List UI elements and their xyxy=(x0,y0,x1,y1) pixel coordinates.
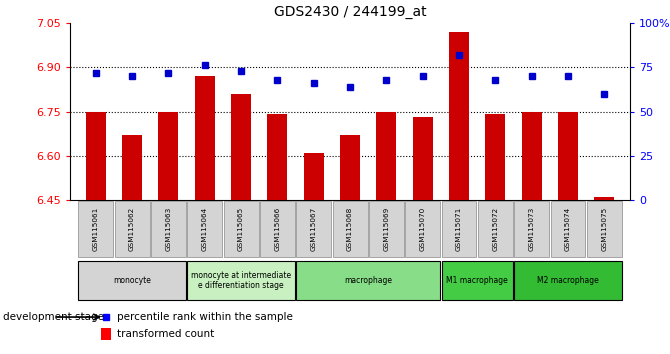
Title: GDS2430 / 244199_at: GDS2430 / 244199_at xyxy=(274,5,426,19)
Text: GSM115070: GSM115070 xyxy=(419,207,425,251)
Text: GSM115066: GSM115066 xyxy=(275,207,281,251)
Bar xyxy=(260,201,295,257)
Bar xyxy=(551,201,586,257)
Bar xyxy=(304,153,324,200)
Bar xyxy=(224,201,259,257)
Text: GSM115064: GSM115064 xyxy=(202,207,208,251)
Bar xyxy=(188,261,295,301)
Bar xyxy=(122,135,142,200)
Bar xyxy=(449,32,469,200)
Bar xyxy=(515,201,549,257)
Text: GSM115063: GSM115063 xyxy=(165,207,172,251)
Bar xyxy=(515,261,622,301)
Text: GSM115065: GSM115065 xyxy=(238,207,244,251)
Text: GSM115067: GSM115067 xyxy=(311,207,317,251)
Bar xyxy=(377,112,397,200)
Text: monocyte at intermediate
e differentiation stage: monocyte at intermediate e differentiati… xyxy=(191,271,291,290)
Bar xyxy=(442,201,476,257)
Text: GSM115072: GSM115072 xyxy=(492,207,498,251)
Text: development stage: development stage xyxy=(3,312,105,322)
Bar xyxy=(100,329,111,339)
Text: GSM115075: GSM115075 xyxy=(602,207,608,251)
Bar xyxy=(296,261,440,301)
Text: GSM115062: GSM115062 xyxy=(129,207,135,251)
Bar xyxy=(86,112,106,200)
Bar xyxy=(405,201,440,257)
Text: M1 macrophage: M1 macrophage xyxy=(446,276,508,285)
Bar xyxy=(442,261,513,301)
Bar xyxy=(332,201,368,257)
Bar xyxy=(369,201,404,257)
Bar xyxy=(522,112,542,200)
Text: percentile rank within the sample: percentile rank within the sample xyxy=(117,312,293,322)
Bar xyxy=(413,118,433,200)
Bar xyxy=(485,114,505,200)
Text: GSM115071: GSM115071 xyxy=(456,207,462,251)
Bar xyxy=(151,201,186,257)
Text: GSM115069: GSM115069 xyxy=(383,207,389,251)
Bar xyxy=(340,135,360,200)
Bar xyxy=(115,201,149,257)
Bar xyxy=(78,201,113,257)
Bar xyxy=(158,112,178,200)
Text: monocyte: monocyte xyxy=(113,276,151,285)
Bar xyxy=(594,197,614,200)
Text: GSM115073: GSM115073 xyxy=(529,207,535,251)
Bar xyxy=(188,201,222,257)
Text: GSM115074: GSM115074 xyxy=(565,207,571,251)
Text: macrophage: macrophage xyxy=(344,276,392,285)
Text: transformed count: transformed count xyxy=(117,329,214,339)
Bar xyxy=(296,201,331,257)
Bar xyxy=(78,261,186,301)
Bar xyxy=(478,201,513,257)
Bar xyxy=(587,201,622,257)
Text: GSM115061: GSM115061 xyxy=(92,207,98,251)
Bar xyxy=(231,94,251,200)
Text: M2 macrophage: M2 macrophage xyxy=(537,276,599,285)
Bar xyxy=(195,76,215,200)
Bar xyxy=(267,114,287,200)
Bar xyxy=(558,112,578,200)
Text: GSM115068: GSM115068 xyxy=(347,207,353,251)
